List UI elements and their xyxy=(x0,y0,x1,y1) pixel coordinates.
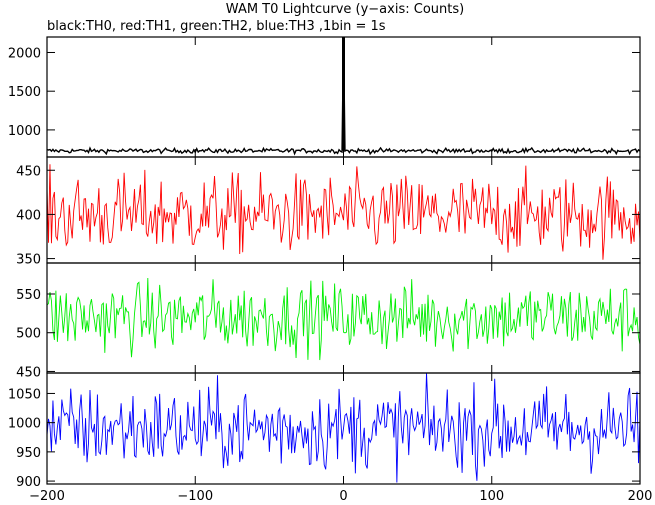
y-tick-label: 450 xyxy=(16,365,41,380)
y-tick-label: 1500 xyxy=(8,85,41,100)
y-tick-label: 450 xyxy=(16,164,41,179)
y-tick-label: 1050 xyxy=(8,387,41,402)
series-th2-line xyxy=(46,277,641,361)
chart-subtitle: black:TH0, red:TH1, green:TH2, blue:TH3 … xyxy=(47,19,386,34)
y-tick-label: 550 xyxy=(16,288,41,303)
x-tick-label: −100 xyxy=(177,489,213,504)
x-tick-label: 100 xyxy=(479,489,504,504)
panel-th2: 450 500 550 xyxy=(16,262,641,380)
y-tick-label: 2000 xyxy=(8,46,41,61)
panel-th1: 350 400 450 xyxy=(16,156,641,268)
y-tick-label: 350 xyxy=(16,253,41,268)
panels-group: 1000 1500 2000 350 400 450 450 500 550 900 950 1000… xyxy=(8,36,641,490)
x-tick-label: −200 xyxy=(29,489,65,504)
x-axis: −200 −100 0 100 200 xyxy=(29,489,652,504)
x-tick-label: 200 xyxy=(628,489,653,504)
y-tick-label: 1000 xyxy=(8,417,41,432)
panel-frame xyxy=(46,262,641,374)
panel-th0: 1000 1500 2000 xyxy=(8,36,641,158)
series-th1-line xyxy=(46,164,641,260)
y-tick-label: 1000 xyxy=(8,124,41,139)
x-tick-label: 0 xyxy=(339,489,347,504)
panel-th3: 900 950 1000 1050 xyxy=(8,372,641,490)
chart-title: WAM T0 Lightcurve (y−axis: Counts) xyxy=(226,2,464,17)
y-tick-label: 900 xyxy=(16,475,41,490)
y-tick-label: 950 xyxy=(16,446,41,461)
y-tick-label: 400 xyxy=(16,208,41,223)
y-tick-label: 500 xyxy=(16,327,41,342)
series-th3-line xyxy=(46,372,641,483)
